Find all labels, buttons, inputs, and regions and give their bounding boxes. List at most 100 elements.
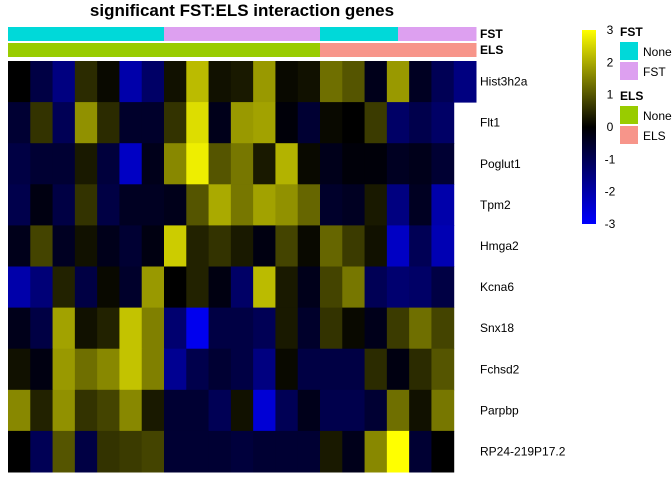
heatmap-cell xyxy=(30,307,54,350)
annotation-cell-els xyxy=(320,43,340,57)
heatmap-cell xyxy=(208,307,232,350)
heatmap-cell xyxy=(386,348,410,391)
heatmap-cell xyxy=(8,307,31,350)
heatmap-cell xyxy=(386,184,410,226)
heatmap-cell xyxy=(164,184,187,226)
heatmap-cell xyxy=(431,430,455,473)
annotation-cell-fst xyxy=(125,27,145,41)
heatmap-cell xyxy=(208,184,232,226)
row-label: Parpbp xyxy=(480,403,519,417)
legend-swatch xyxy=(620,62,638,80)
heatmap-cell xyxy=(8,348,31,391)
heatmap-cell xyxy=(320,61,343,103)
heatmap-cell xyxy=(297,266,321,309)
annotation-cell-els xyxy=(339,43,360,57)
heatmap-cell xyxy=(297,430,321,473)
annotation-cell-els xyxy=(300,43,321,57)
heatmap-cell xyxy=(208,266,232,309)
heatmap-cell xyxy=(275,389,299,432)
heatmap-cell xyxy=(320,184,343,226)
heatmap-cell xyxy=(8,389,31,432)
heatmap-cell xyxy=(141,143,165,185)
annotation-cell-els xyxy=(47,43,67,57)
annotation-cell-fst xyxy=(359,27,379,41)
heatmap-cell xyxy=(186,266,210,309)
heatmap-cell xyxy=(119,307,143,350)
heatmap-cell xyxy=(52,143,76,185)
annotation-cell-els xyxy=(437,43,457,57)
heatmap-cell xyxy=(119,266,143,309)
legend-swatch xyxy=(620,42,638,60)
heatmap-cell xyxy=(297,61,321,103)
heatmap-cell xyxy=(386,389,410,432)
heatmap-cell xyxy=(30,102,54,144)
annotation-cell-fst xyxy=(86,27,106,41)
heatmap-cell xyxy=(409,266,432,309)
heatmap-cell xyxy=(97,225,120,267)
annotation-labels: FST ELS xyxy=(480,27,503,57)
annotation-cell-els xyxy=(417,43,438,57)
annotation-cell-fst xyxy=(242,27,262,41)
annotation-cell-els xyxy=(183,43,204,57)
color-scale-tick-label: -1 xyxy=(605,152,616,166)
heatmap-cell xyxy=(431,266,455,309)
heatmap-cell xyxy=(52,225,76,267)
heatmap-cell xyxy=(74,143,98,185)
heatmap-cell xyxy=(275,143,299,185)
heatmap-cell xyxy=(275,184,299,226)
legend-swatch xyxy=(620,106,638,124)
heatmap-cell xyxy=(97,102,120,144)
heatmap-cell xyxy=(8,143,31,185)
heatmap-cell xyxy=(119,225,143,267)
heatmap-cell xyxy=(253,102,276,144)
heatmap-cell xyxy=(275,430,299,473)
heatmap-cell xyxy=(230,266,254,309)
heatmap-cell xyxy=(8,102,31,144)
annotation-cell-els xyxy=(27,43,48,57)
annotation-cell-fst xyxy=(8,27,28,41)
heatmap-cell xyxy=(342,348,366,391)
heatmap-cell xyxy=(119,389,143,432)
heatmap-cell xyxy=(409,389,432,432)
heatmap-cell xyxy=(230,348,254,391)
heatmap-cell xyxy=(119,184,143,226)
heatmap-cell xyxy=(431,348,455,391)
heatmap-cell xyxy=(186,389,210,432)
heatmap-cell xyxy=(8,61,31,103)
heatmap-cell xyxy=(186,143,210,185)
annotation-cell-fst xyxy=(261,27,282,41)
heatmap-cell xyxy=(164,389,187,432)
annotation-cell-fst xyxy=(144,27,165,41)
heatmap-cell xyxy=(320,430,343,473)
heatmap-cell xyxy=(275,61,299,103)
row-label: Hist3h2a xyxy=(480,75,528,89)
heatmap-cell xyxy=(30,266,54,309)
legend-title-fst: FST xyxy=(620,25,643,39)
annotation-cell-els xyxy=(378,43,399,57)
heatmap-cell xyxy=(208,61,232,103)
heatmap-cell xyxy=(409,102,432,144)
heatmap-cell xyxy=(97,348,120,391)
heatmap-cell xyxy=(364,307,388,350)
heatmap-cell xyxy=(141,184,165,226)
heatmap-cell xyxy=(52,266,76,309)
heatmap-cell xyxy=(364,430,388,473)
heatmap-cell xyxy=(386,307,410,350)
heatmap-cell xyxy=(342,61,366,103)
legend-title-els: ELS xyxy=(620,89,643,103)
heatmap-cell xyxy=(297,102,321,144)
annotation-cell-fst xyxy=(300,27,321,41)
heatmap-cell xyxy=(8,225,31,267)
heatmap-cell xyxy=(186,307,210,350)
heatmap-cell xyxy=(320,143,343,185)
heatmap-cell xyxy=(30,143,54,185)
heatmap-cell xyxy=(141,348,165,391)
heatmap-cell xyxy=(164,102,187,144)
heatmap-cell xyxy=(431,307,455,350)
annotation-cell-els xyxy=(203,43,223,57)
heatmap-cell xyxy=(409,348,432,391)
heatmap-cell xyxy=(342,307,366,350)
color-scale-tick-label: -3 xyxy=(605,217,616,231)
heatmap-cell xyxy=(253,61,276,103)
heatmap-cell xyxy=(97,266,120,309)
